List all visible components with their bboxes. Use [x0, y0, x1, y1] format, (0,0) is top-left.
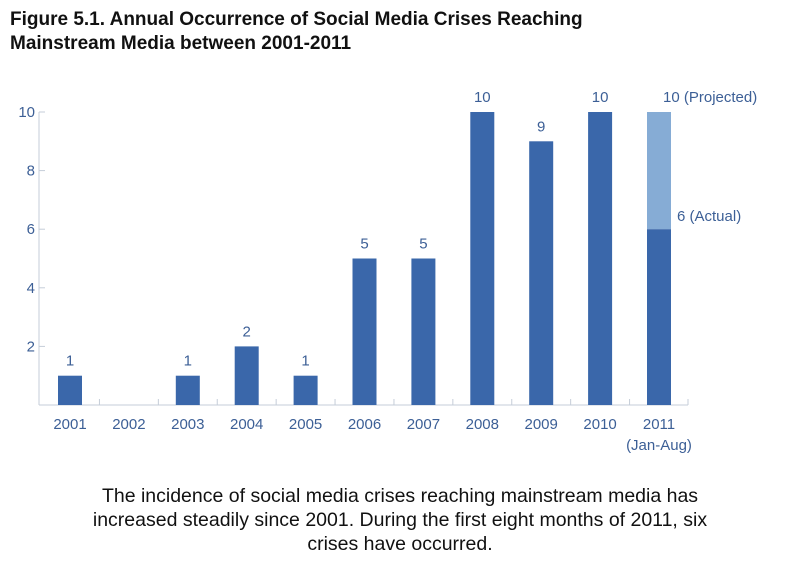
data-label: 1 [184, 353, 192, 370]
x-tick-sublabel: (Jan-Aug) [626, 437, 692, 454]
y-tick-label: 2 [27, 338, 35, 355]
bar [175, 375, 200, 405]
x-tick-label: 2010 [583, 416, 616, 433]
bar-projected [647, 112, 671, 230]
x-tick-label: 2007 [407, 416, 440, 433]
title-line-1: Figure 5.1. Annual Occurrence of Social … [10, 9, 583, 30]
data-label: 6 (Actual) [677, 208, 741, 225]
bar [352, 258, 377, 405]
bar-chart: 2 4 6 8 10 1 2001 2002 1 2003 2 2004 1 2005 5 2006 5 2007… [18, 89, 757, 454]
x-tick-label: 2001 [53, 416, 86, 433]
bar [470, 112, 495, 405]
data-label: 10 [592, 89, 609, 106]
bar [234, 346, 259, 405]
data-label-projected: 10 (Projected) [663, 89, 757, 106]
bar [529, 141, 554, 406]
y-tick-label: 10 [18, 104, 35, 121]
y-tick-label: 8 [27, 163, 35, 180]
caption-line-1: The incidence of social media crises rea… [101, 485, 699, 507]
y-tick-label: 6 [27, 221, 35, 238]
x-tick-label: 2006 [348, 416, 381, 433]
caption-line-3: crises have occurred. [307, 533, 493, 555]
y-tick-label: 4 [27, 280, 35, 297]
title-line-2: Mainstream Media between 2001-2011 [10, 33, 352, 54]
bar [293, 375, 318, 405]
x-tick-label: 2008 [466, 416, 499, 433]
chart-title: Figure 5.1. Annual Occurrence of Social … [10, 8, 583, 56]
bar [588, 112, 613, 405]
data-label: 9 [537, 118, 545, 135]
x-tick-label: 2009 [525, 416, 558, 433]
bar [58, 375, 82, 405]
data-label: 5 [419, 236, 427, 253]
x-tick-label: 2004 [230, 416, 263, 433]
x-tick-label: 2011 [643, 416, 675, 433]
caption-line-2: increased steadily since 2001. During th… [92, 509, 708, 531]
data-label: 1 [301, 353, 309, 370]
x-tick-label: 2003 [171, 416, 204, 433]
bar [647, 229, 671, 405]
data-label: 10 [474, 89, 491, 106]
x-tick-label: 2002 [112, 416, 145, 433]
chart-caption: The incidence of social media crises rea… [0, 484, 800, 556]
x-tick-label: 2005 [289, 416, 322, 433]
data-label: 1 [66, 353, 74, 370]
data-label: 5 [360, 236, 368, 253]
data-label: 2 [243, 323, 251, 340]
bar [411, 258, 436, 405]
